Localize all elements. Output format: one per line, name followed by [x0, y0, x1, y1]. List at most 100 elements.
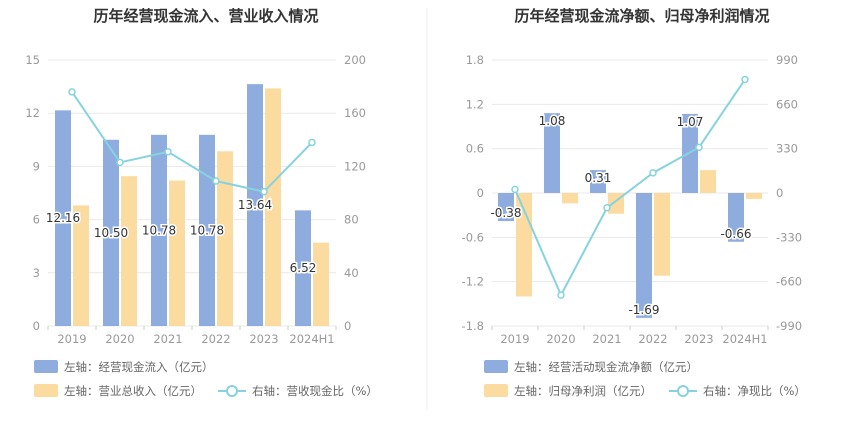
x-tick-label: 2020: [105, 332, 134, 346]
left-tick-label: -0.6: [462, 230, 484, 244]
bar-value-label: 0.31: [585, 171, 612, 185]
right-tick-label: 660: [776, 97, 798, 111]
legend-item-secondary[interactable]: 左轴：归母净利润（亿元）: [484, 384, 652, 398]
legend: 左轴：经营活动现金流净额（亿元） 左轴：归母净利润（亿元） 右轴：净现比（%）: [484, 360, 806, 398]
bar[interactable]: [654, 193, 670, 276]
right-tick-label: 200: [344, 53, 366, 67]
right-tick-label: 120: [344, 159, 366, 173]
legend-label: 左轴：经营活动现金流净额（亿元）: [514, 360, 698, 374]
line-path: [514, 78, 746, 298]
x-axis-ticks: 2019 2020 2021 2022 2023 2024H1: [491, 326, 769, 346]
left-tick-label: 9: [33, 159, 40, 173]
line-series: [511, 75, 749, 299]
legend-label: 左轴：归母净利润（亿元）: [514, 384, 652, 398]
bar[interactable]: [103, 139, 119, 326]
bar[interactable]: [313, 242, 329, 326]
legend-item-primary[interactable]: 左轴：经营活动现金流净额（亿元）: [484, 360, 698, 374]
data-labels: -0.38 1.08 0.31 -1.69 1.07 -0.66: [489, 113, 753, 319]
left-axis-ticks: 0 3 6 9 12 15: [25, 53, 40, 333]
chart-title: 历年经营现金流入、营业收入情况: [93, 7, 318, 25]
bar[interactable]: [636, 193, 652, 318]
left-tick-label: 15: [25, 53, 40, 67]
right-tick-label: -990: [776, 319, 802, 333]
x-tick-label: 2024H1: [289, 332, 334, 346]
line-point[interactable]: [557, 291, 565, 299]
legend-item-line[interactable]: 右轴：净现比（%）: [669, 384, 806, 398]
bar-value-label: -1.69: [628, 303, 659, 317]
bar-value-label: 6.52: [290, 261, 317, 275]
legend-item-line[interactable]: 右轴：营收现金比（%）: [218, 384, 378, 398]
bar[interactable]: [121, 176, 137, 326]
left-tick-label: 1.8: [466, 53, 484, 67]
right-tick-label: 0: [776, 186, 783, 200]
left-tick-label: 0.6: [466, 142, 484, 156]
bar-series: [55, 84, 329, 326]
bar-value-label: 10.50: [94, 226, 128, 240]
line-point[interactable]: [212, 177, 220, 185]
bar-value-label: 12.16: [46, 211, 80, 225]
bar[interactable]: [247, 84, 263, 326]
line-point[interactable]: [603, 204, 611, 212]
bar-value-label: 1.07: [677, 115, 704, 129]
left-tick-label: 12: [25, 106, 40, 120]
left-axis-ticks: -1.8 -1.2 -0.6 0 0.6 1.2 1.8: [462, 53, 484, 333]
legend-item-secondary[interactable]: 左轴：营业总收入（亿元）: [34, 384, 202, 398]
bar[interactable]: [169, 180, 185, 326]
bar[interactable]: [700, 170, 716, 193]
left-tick-label: 6: [33, 213, 40, 227]
left-tick-label: 0: [33, 319, 40, 333]
bar[interactable]: [55, 110, 71, 326]
data-labels: 12.16 10.50 10.78 10.78 13.64 6.52: [44, 197, 318, 277]
legend-label: 右轴：净现比（%）: [703, 384, 806, 398]
right-axis-ticks: 0 40 80 120 160 200: [344, 53, 366, 333]
left-tick-label: -1.2: [462, 275, 484, 289]
x-tick-label: 2023: [684, 332, 713, 346]
legend-label: 左轴：营业总收入（亿元）: [64, 384, 202, 398]
line-point[interactable]: [649, 169, 657, 177]
bar[interactable]: [151, 134, 167, 326]
x-tick-label: 2024H1: [722, 332, 767, 346]
legend-marker: [226, 385, 238, 397]
left-tick-label: -1.8: [462, 319, 484, 333]
line-point[interactable]: [308, 138, 316, 147]
x-tick-label: 2020: [546, 332, 575, 346]
x-tick-label: 2021: [153, 332, 182, 346]
line-point[interactable]: [116, 158, 124, 167]
bar[interactable]: [746, 193, 762, 199]
bar-value-label: 10.78: [190, 223, 224, 237]
right-tick-label: 990: [776, 53, 798, 67]
bar[interactable]: [295, 210, 311, 326]
bar[interactable]: [73, 205, 89, 326]
net-cashflow-net-profit-chart: 历年经营现金流净额、归母净利润情况 -1.8 -1.2 -0.6 0 0.6 1.2 1.8…: [462, 7, 806, 398]
line-point[interactable]: [695, 143, 703, 152]
bar[interactable]: [590, 170, 606, 193]
bar[interactable]: [498, 193, 514, 222]
left-tick-label: 0: [477, 186, 484, 200]
legend-item-primary[interactable]: 左轴：经营现金流入（亿元）: [34, 360, 214, 374]
legend-marker: [677, 385, 689, 397]
bar-value-label: -0.38: [490, 206, 521, 220]
bar-value-label: 1.08: [539, 114, 566, 128]
line-point[interactable]: [164, 148, 172, 156]
bar[interactable]: [265, 88, 281, 326]
bar[interactable]: [562, 193, 578, 204]
line-path: [71, 91, 313, 193]
legend-swatch: [484, 360, 508, 373]
bar[interactable]: [682, 113, 698, 193]
line-point[interactable]: [511, 185, 519, 194]
right-tick-label: -660: [776, 275, 802, 289]
bar[interactable]: [199, 134, 215, 326]
bar[interactable]: [544, 113, 560, 193]
legend: 左轴：经营现金流入（亿元） 左轴：营业总收入（亿元） 右轴：营收现金比（%）: [34, 360, 378, 398]
chart-title: 历年经营现金流净额、归母净利润情况: [514, 7, 769, 25]
line-point[interactable]: [260, 187, 268, 196]
line-point[interactable]: [741, 75, 749, 84]
line-point[interactable]: [68, 88, 76, 96]
left-tick-label: 1.2: [466, 97, 484, 111]
x-axis-ticks: 2019 2020 2021 2022 2023 2024H1: [47, 326, 337, 346]
bar[interactable]: [217, 151, 233, 326]
bar[interactable]: [728, 193, 744, 242]
x-tick-label: 2019: [500, 332, 529, 346]
